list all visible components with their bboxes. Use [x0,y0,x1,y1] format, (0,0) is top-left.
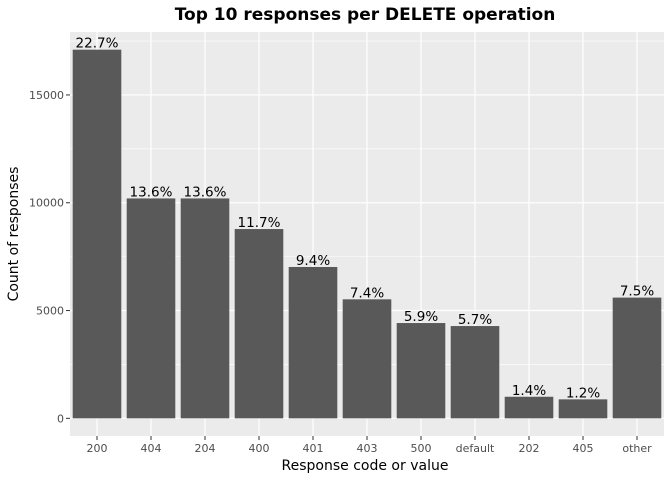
data-label-200: 22.7% [76,36,119,52]
x-tick-label: 500 [411,442,432,455]
data-label-403: 7.4% [350,285,384,301]
bar-204 [180,198,230,419]
x-tick-label: 204 [195,442,216,455]
y-tick-label: 0 [57,412,64,425]
x-tick-label: default [456,442,495,455]
x-tick-label: 404 [141,442,162,455]
x-tick-label: 405 [573,442,594,455]
chart-title: Top 10 responses per DELETE operation [175,5,556,25]
bar-403 [342,299,392,419]
bar-400 [234,229,284,419]
data-label-202: 1.4% [512,383,546,399]
bar-404 [126,198,176,419]
bar-500 [396,323,446,419]
y-tick-label: 5000 [36,305,64,318]
x-tick-label: 401 [303,442,324,455]
data-label-405: 1.2% [566,385,600,401]
x-axis-ticks: 200 404 204 400 401 403 500 default 202 405 other [87,436,652,455]
data-label-204: 13.6% [184,184,227,200]
bars [72,49,662,419]
data-label-other: 7.5% [620,284,654,300]
y-axis-title: Count of responses [6,167,22,302]
bar-401 [288,266,338,419]
x-tick-label: 202 [519,442,540,455]
x-tick-label: 200 [87,442,108,455]
bar-default [450,326,500,419]
bar-405 [558,399,608,419]
data-label-default: 5.7% [458,312,492,328]
data-label-500: 5.9% [404,309,438,325]
bar-202 [504,396,554,419]
data-label-400: 11.7% [238,215,281,231]
data-label-401: 9.4% [296,253,330,269]
bar-other [612,297,662,419]
y-tick-label: 10000 [29,197,64,210]
x-tick-label: 403 [357,442,378,455]
data-label-404: 13.6% [130,184,173,200]
bar-200 [72,49,122,419]
x-tick-label: 400 [249,442,270,455]
y-tick-label: 15000 [29,89,64,102]
x-axis-title: Response code or value [282,458,449,474]
y-axis-ticks: 0 5000 10000 15000 [29,89,70,425]
data-labels: 22.7% 13.6% 13.6% 11.7% 9.4% 7.4% 5.9% 5.7% 1.4%… [76,36,655,402]
x-tick-label: other [622,442,652,455]
